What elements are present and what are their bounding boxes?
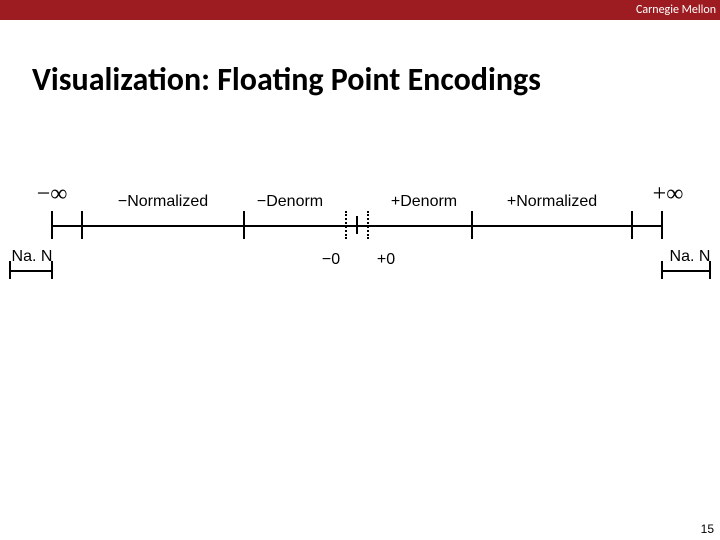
institution-bar: Carnegie Mellon bbox=[0, 0, 720, 20]
lbl-neg-inf: −∞ bbox=[37, 181, 68, 208]
lbl-pos-norm: +Normalized bbox=[507, 193, 597, 211]
nan-right-label: Na. N bbox=[670, 248, 711, 266]
lbl-neg-denorm: −Denorm bbox=[257, 193, 323, 211]
float-encoding-diagram: −∞ −Normalized −Denorm +Denorm +Normalized +∞… bbox=[0, 180, 720, 320]
nan-right-cap-0 bbox=[661, 261, 663, 279]
slide-title: Visualization: Floating Point Encodings bbox=[32, 60, 541, 99]
tick-neg-inf bbox=[51, 211, 53, 239]
nan-left-hline bbox=[10, 270, 52, 272]
institution-label: Carnegie Mellon bbox=[636, 3, 716, 17]
tick-pos-zero bbox=[367, 211, 369, 239]
tick-neg-norm-right bbox=[243, 211, 245, 239]
nan-left-label: Na. N bbox=[12, 248, 53, 266]
page-number: 15 bbox=[701, 522, 714, 536]
tick-pos-inf bbox=[661, 211, 663, 239]
lbl-pos-zero: +0 bbox=[377, 251, 395, 269]
lbl-neg-norm: −Normalized bbox=[118, 193, 208, 211]
tick-pos-norm-left bbox=[471, 211, 473, 239]
lbl-pos-inf: +∞ bbox=[653, 181, 684, 208]
tick-neg-norm-left bbox=[81, 211, 83, 239]
lbl-pos-denorm: +Denorm bbox=[391, 193, 457, 211]
tick-neg-zero bbox=[345, 211, 347, 239]
lbl-neg-zero: −0 bbox=[322, 251, 340, 269]
tick-center bbox=[356, 216, 358, 234]
nan-right-hline bbox=[662, 270, 710, 272]
tick-pos-norm-right bbox=[631, 211, 633, 239]
